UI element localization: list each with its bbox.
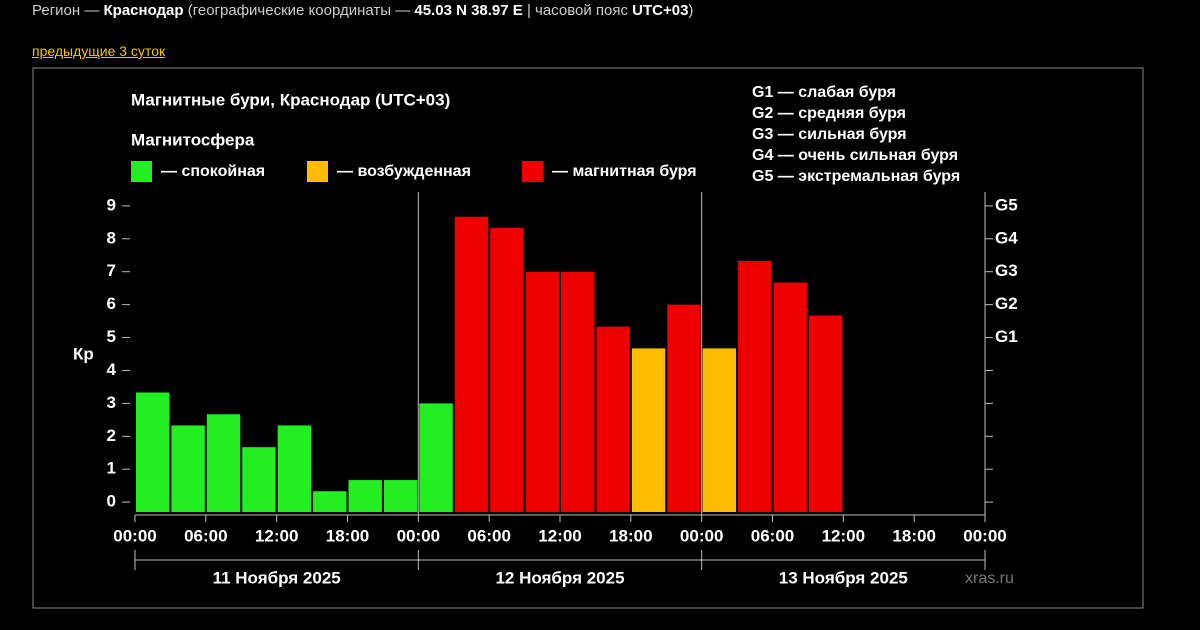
x-tick-label: 00:00	[680, 526, 723, 545]
region-text: )	[688, 2, 694, 19]
bar	[419, 403, 453, 512]
bar	[454, 216, 489, 513]
y-tick-label: 3	[107, 393, 116, 412]
previous-link[interactable]: предыдущие 3 суток	[32, 43, 166, 59]
scale-legend: G3 — сильная буря	[752, 126, 907, 143]
y-tick-label: 8	[107, 228, 116, 247]
y2-tick-label: G3	[995, 261, 1018, 280]
bar	[738, 260, 772, 512]
x-tick-label: 18:00	[609, 526, 652, 545]
x-tick-label: 00:00	[113, 526, 156, 545]
y-tick-label: 9	[107, 195, 116, 214]
bar	[773, 282, 807, 512]
x-tick-label: 06:00	[467, 526, 510, 545]
legend-swatch	[522, 161, 543, 182]
y2-tick-label: G2	[995, 294, 1018, 313]
y-tick-label: 2	[107, 426, 116, 445]
scale-legend: G4 — очень сильная буря	[752, 147, 958, 164]
x-tick-label: 00:00	[963, 526, 1006, 545]
source: xras.ru	[965, 570, 1014, 587]
region-line: Регион — Краснодар (географические коорд…	[32, 2, 693, 19]
region-text: 45.03 N 38.97 E	[414, 2, 523, 19]
legend-swatch	[131, 161, 152, 182]
region-text: UTC+03	[632, 2, 689, 19]
y-tick-label: 6	[107, 294, 116, 313]
y2-tick-label: G4	[995, 228, 1018, 247]
y2-tick-label: G5	[995, 195, 1018, 214]
bar	[383, 480, 418, 512]
scale-legend: G1 — слабая буря	[752, 84, 896, 101]
legend-label: — спокойная	[161, 163, 265, 180]
group-label: 13 Ноября 2025	[779, 568, 908, 587]
y-axis-label: Кр	[73, 344, 94, 363]
x-tick-label: 18:00	[326, 526, 369, 545]
region-text: Регион —	[32, 2, 104, 19]
region-text: Краснодар	[103, 2, 184, 19]
bar	[136, 392, 170, 512]
x-tick-label: 06:00	[184, 526, 227, 545]
bar	[631, 348, 666, 512]
y2-tick-label: G1	[995, 327, 1018, 346]
x-tick-label: 00:00	[397, 526, 440, 545]
x-tick-label: 18:00	[892, 526, 935, 545]
bar	[348, 480, 382, 512]
scale-legend: G5 — экстремальная буря	[752, 168, 960, 185]
y-tick-label: 4	[107, 360, 117, 379]
bar	[171, 425, 205, 512]
x-tick-label: 12:00	[255, 526, 298, 545]
y-tick-label: 5	[107, 327, 116, 346]
bar	[808, 315, 843, 512]
bar	[313, 491, 347, 512]
region-text: (географические координаты —	[183, 2, 415, 19]
bar	[561, 271, 595, 512]
scale-legend: G2 — средняя буря	[752, 105, 906, 122]
bar	[277, 425, 312, 512]
group-label: 11 Ноября 2025	[213, 568, 341, 587]
bar	[667, 304, 701, 512]
chart-title: Магнитные бури, Краснодар (UTC+03)	[131, 90, 450, 109]
chart-frame	[32, 67, 1144, 609]
y-tick-label: 1	[107, 459, 116, 478]
legend-label: — магнитная буря	[552, 163, 697, 180]
group-label: 12 Ноября 2025	[495, 568, 624, 587]
region-text: | часовой пояс	[522, 2, 633, 19]
x-tick-label: 12:00	[538, 526, 581, 545]
legend-swatch	[307, 161, 328, 182]
legend-title: Магнитосфера	[131, 130, 255, 149]
bar	[525, 271, 559, 512]
bar	[206, 414, 241, 512]
x-tick-label: 12:00	[822, 526, 865, 545]
y-tick-label: 7	[107, 261, 116, 280]
legend-label: — возбужденная	[337, 163, 471, 180]
x-tick-label: 06:00	[751, 526, 794, 545]
y-tick-label: 0	[107, 492, 116, 511]
bar	[702, 348, 737, 512]
bar	[242, 447, 276, 512]
bar	[596, 326, 630, 512]
bar	[490, 227, 524, 512]
